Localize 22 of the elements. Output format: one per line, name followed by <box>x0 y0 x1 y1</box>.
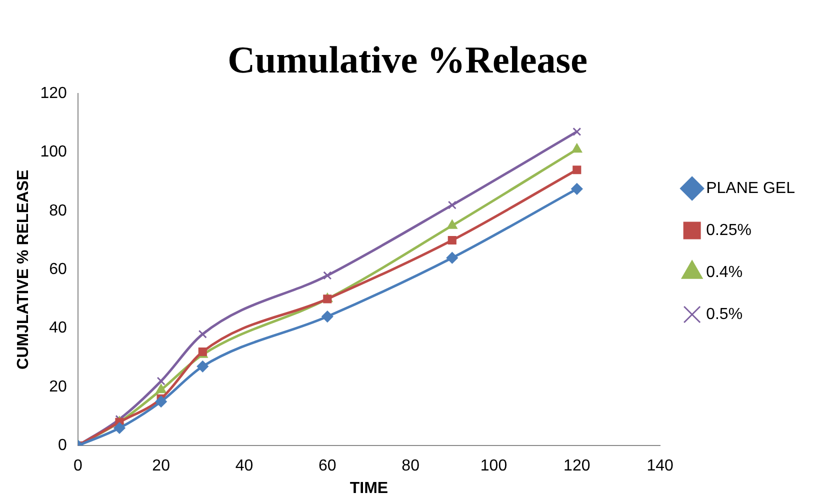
x-tick-label: 20 <box>152 458 170 475</box>
y-tick-label: 100 <box>40 144 67 161</box>
y-tick-label: 40 <box>49 320 67 337</box>
y-tick-label: 120 <box>40 85 67 102</box>
y-tick-label: 0 <box>58 437 67 454</box>
legend-label: 0.5% <box>706 306 743 323</box>
legend-label: PLANE GEL <box>706 180 796 197</box>
x-tick-label: 120 <box>564 458 590 475</box>
x-axis-title: TIME <box>350 480 388 497</box>
y-axis-title: CUMJLATIVE % RELEASE <box>15 169 32 370</box>
x-tick-label: 80 <box>402 458 420 475</box>
y-tick-label: 80 <box>49 202 67 220</box>
y-tick-label: 20 <box>49 378 67 396</box>
y-tick-label: 60 <box>49 261 67 278</box>
legend-label: 0.4% <box>706 264 743 281</box>
x-tick-label: 100 <box>480 458 508 475</box>
x-tick-label: 60 <box>318 458 336 475</box>
x-tick-label: 40 <box>235 458 254 475</box>
legend-label: 0.25% <box>706 222 752 239</box>
x-tick-label: 140 <box>646 458 674 475</box>
x-tick-label: 0 <box>73 458 82 475</box>
chart-title: Cumulative %Release <box>228 40 588 82</box>
